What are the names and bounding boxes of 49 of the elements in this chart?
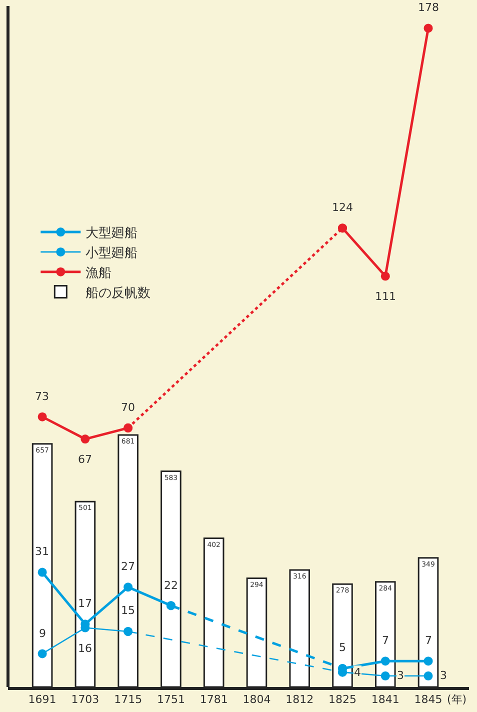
- point: [424, 671, 433, 680]
- point: [124, 626, 133, 636]
- x-tick-label: 1825: [328, 693, 356, 706]
- data-label: 178: [418, 1, 439, 14]
- point: [124, 423, 133, 432]
- point: [380, 272, 390, 281]
- legend-label: 漁船: [86, 266, 112, 281]
- point: [380, 656, 390, 666]
- data-label: 31: [35, 545, 49, 558]
- data-label: 124: [332, 201, 353, 214]
- x-tick-label: 1751: [156, 693, 185, 706]
- x-tick-label: 1781: [200, 693, 228, 706]
- x-tick-label: 1804: [242, 693, 271, 706]
- data-label: 73: [35, 390, 49, 403]
- data-label: 4: [354, 666, 361, 679]
- x-tick-label: 1703: [71, 693, 100, 706]
- x-tick-label: 1841: [371, 693, 400, 706]
- data-label: 22: [164, 579, 178, 592]
- point: [380, 671, 390, 680]
- point: [38, 568, 47, 577]
- legend-label: 船の反帆数: [86, 286, 151, 301]
- data-label: 7: [425, 634, 432, 647]
- point: [166, 601, 176, 610]
- x-tick-label: 1845: [414, 693, 442, 706]
- data-label: 5: [339, 641, 346, 654]
- x-tick-label: 1715: [114, 693, 142, 706]
- data-label: 3: [397, 669, 404, 682]
- legend-label: 大型廻船: [86, 226, 138, 242]
- data-label: 15: [121, 604, 135, 617]
- x-axis-title: (年): [447, 693, 467, 706]
- data-label: 3: [440, 669, 447, 682]
- point: [424, 656, 433, 666]
- legend-label: 小型廻船: [86, 246, 138, 262]
- x-tick-label: 1691: [28, 693, 56, 706]
- point: [124, 582, 133, 592]
- data-label: 67: [78, 453, 92, 466]
- data-label: 9: [39, 627, 46, 640]
- point: [338, 224, 347, 233]
- data-label: 7: [382, 634, 389, 647]
- data-label: 70: [121, 401, 135, 414]
- point: [38, 649, 47, 658]
- x-tick-label: 1812: [286, 693, 314, 706]
- point: [424, 24, 433, 33]
- data-label: 16: [78, 642, 92, 655]
- data-label: 27: [121, 560, 135, 573]
- data-label: 111: [375, 290, 396, 303]
- point: [80, 434, 90, 444]
- data-label: 17: [78, 597, 92, 610]
- point: [38, 412, 47, 422]
